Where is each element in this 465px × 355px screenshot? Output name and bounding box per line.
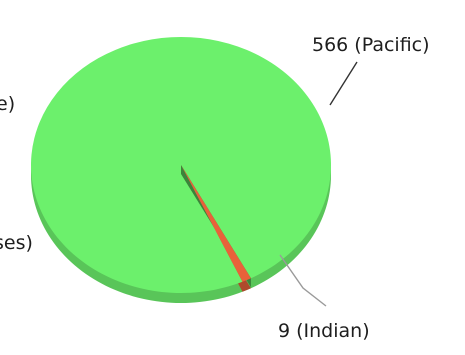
pie-label-pacific: 566 (Pacific) bbox=[312, 34, 430, 56]
pie-label-partial-ses: ses) bbox=[0, 232, 33, 254]
pie-label-indian-leader bbox=[279, 254, 327, 307]
pie-label-pacific-leader bbox=[329, 61, 358, 106]
pie-top bbox=[31, 36, 332, 293]
pie-slice-pacific bbox=[31, 36, 332, 293]
pie-slice-indian bbox=[181, 165, 251, 282]
pie-label-indian: 9 (Indian) bbox=[278, 320, 370, 342]
pie-label-partial-e: e) bbox=[0, 93, 15, 115]
pie-leader-lines bbox=[279, 61, 358, 307]
pie-labels: 566 (Pacific) 9 (Indian) e) ses) bbox=[0, 34, 430, 342]
